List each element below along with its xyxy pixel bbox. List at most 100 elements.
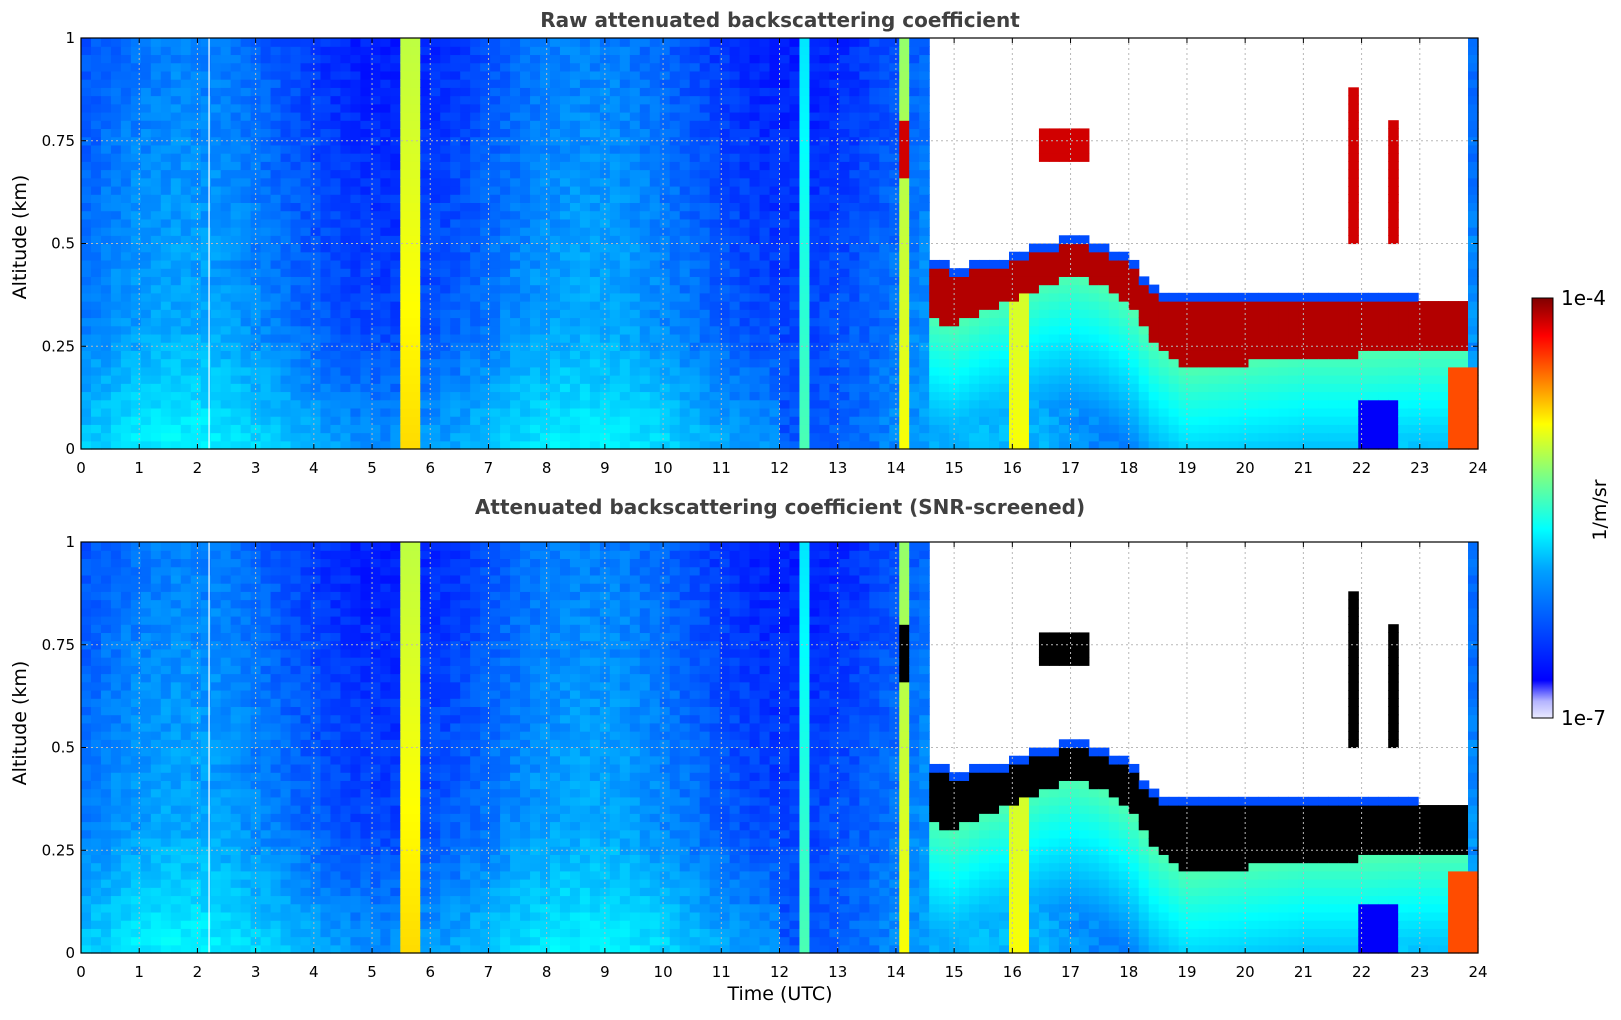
heatmap-cell xyxy=(150,79,162,88)
heatmap-cell xyxy=(609,391,621,401)
heatmap-cell xyxy=(110,276,122,286)
heatmap-cell xyxy=(809,276,821,286)
heatmap-cell xyxy=(200,227,212,236)
heatmap-cell xyxy=(380,440,391,450)
heatmap-cell xyxy=(829,79,840,88)
heatmap-cell xyxy=(859,120,870,130)
heatmap-cell xyxy=(270,284,282,294)
heatmap-cell xyxy=(589,276,601,286)
heatmap-cell xyxy=(100,169,112,179)
heatmap-cell xyxy=(520,366,531,376)
heatmap-cell xyxy=(809,268,821,277)
heatmap-cell xyxy=(81,424,92,434)
heatmap-cell xyxy=(869,292,880,302)
heatmap-cell xyxy=(230,284,242,294)
heatmap-cell xyxy=(1188,333,1200,343)
heatmap-cell xyxy=(450,202,461,212)
heatmap-cell xyxy=(530,38,541,47)
heatmap-cell xyxy=(969,325,980,335)
heatmap-cell xyxy=(420,54,431,64)
heatmap-cell xyxy=(540,111,551,121)
heatmap-cell xyxy=(859,194,870,203)
heatmap-cell xyxy=(450,358,461,368)
heatmap-cell xyxy=(1158,342,1170,351)
heatmap-cell xyxy=(390,342,401,351)
heatmap-cell xyxy=(549,111,561,121)
heatmap-cell xyxy=(200,284,212,294)
heatmap-cell xyxy=(260,309,272,319)
heatmap-cell xyxy=(1058,366,1070,376)
heatmap-cell xyxy=(719,136,731,146)
heatmap-cell xyxy=(500,383,511,393)
heatmap-cell xyxy=(210,103,222,113)
heatmap-cell xyxy=(819,169,830,179)
heatmap-cell xyxy=(500,235,511,245)
heatmap-cell xyxy=(330,144,342,154)
heatmap-cell xyxy=(450,95,461,105)
heatmap-cell xyxy=(240,399,252,409)
heatmap-cell xyxy=(490,309,501,319)
heatmap-cell xyxy=(969,407,980,417)
heatmap-cell xyxy=(679,218,691,228)
heatmap-cell xyxy=(160,46,172,56)
heatmap-cell xyxy=(1038,407,1050,417)
heatmap-cell xyxy=(390,325,401,335)
heatmap-cell xyxy=(480,399,491,409)
heatmap-cell xyxy=(739,325,751,335)
heatmap-cell xyxy=(889,161,900,171)
heatmap-cell xyxy=(1068,366,1080,376)
heatmap-cell xyxy=(330,103,342,113)
heatmap-cell xyxy=(190,111,202,121)
heatmap-cell xyxy=(200,210,212,220)
heatmap-cell xyxy=(669,407,681,417)
heatmap-cell xyxy=(280,46,292,56)
heatmap-cell xyxy=(490,120,501,130)
heatmap-cell xyxy=(899,235,910,245)
heatmap-cell xyxy=(669,153,681,162)
heatmap-cell xyxy=(599,407,611,417)
heatmap-cell xyxy=(480,251,491,261)
heatmap-cell xyxy=(500,128,511,138)
heatmap-cell xyxy=(979,366,990,376)
heatmap-cell xyxy=(729,375,741,384)
heatmap-cell xyxy=(1128,284,1140,294)
heatmap-cell xyxy=(1098,383,1110,393)
heatmap-cell xyxy=(180,38,192,47)
heatmap-cell xyxy=(180,128,192,138)
heatmap-cell xyxy=(530,259,541,269)
heatmap-cell xyxy=(1158,416,1170,425)
heatmap-cell xyxy=(1128,325,1140,335)
heatmap-cell xyxy=(270,103,282,113)
heatmap-cell xyxy=(549,440,561,450)
heatmap-cell xyxy=(1048,375,1060,384)
heatmap-cell xyxy=(729,407,741,417)
heatmap-cell xyxy=(400,317,411,327)
heatmap-cell xyxy=(979,259,990,269)
heatmap-cell xyxy=(1028,251,1040,261)
heatmap-cell xyxy=(220,292,232,302)
heatmap-cell xyxy=(380,342,391,351)
heatmap-cell xyxy=(430,120,441,130)
heatmap-cell xyxy=(500,202,511,212)
heatmap-cell xyxy=(689,169,701,179)
heatmap-cell xyxy=(1148,416,1160,425)
heatmap-cell xyxy=(549,259,561,269)
heatmap-cell xyxy=(520,342,531,351)
heatmap-cell xyxy=(1028,325,1040,335)
heatmap-cell xyxy=(969,301,980,310)
heatmap-cell xyxy=(899,161,910,171)
heatmap-cell xyxy=(1108,358,1120,368)
heatmap-cell xyxy=(789,284,801,294)
heatmap-cell xyxy=(440,259,451,269)
heatmap-cell xyxy=(1088,284,1100,294)
heatmap-cell xyxy=(1238,383,1250,393)
heatmap-cell xyxy=(909,38,920,47)
heatmap-cell xyxy=(230,177,242,187)
heatmap-cell xyxy=(320,120,332,130)
heatmap-cell xyxy=(759,317,771,327)
heatmap-cell xyxy=(380,70,391,80)
heatmap-cell xyxy=(490,440,501,450)
heatmap-cell xyxy=(1018,416,1030,425)
heatmap-cell xyxy=(440,194,451,203)
heatmap-cell xyxy=(819,268,830,277)
